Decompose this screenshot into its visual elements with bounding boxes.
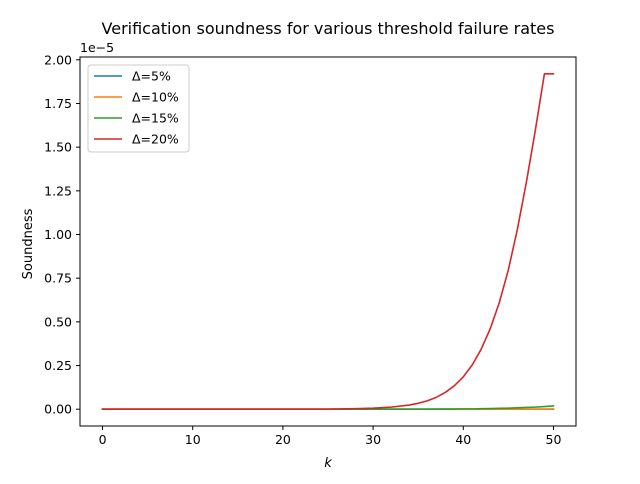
x-axis-ticks: 0 10 20 30 40 50 <box>99 426 562 447</box>
y-tick-label: 1.25 <box>44 183 72 198</box>
x-tick-label: 30 <box>365 432 381 447</box>
y-tick-label: 2.00 <box>44 52 72 67</box>
y-axis-offset-label: 1e−5 <box>80 40 114 55</box>
x-tick-label: 10 <box>185 432 201 447</box>
x-tick-label: 0 <box>99 432 107 447</box>
y-tick-label: 0.25 <box>44 358 72 373</box>
x-axis-label: k <box>324 456 332 471</box>
y-tick-label: 0.50 <box>44 314 72 329</box>
y-tick-label: 1.00 <box>44 227 72 242</box>
chart-title: Verification soundness for various thres… <box>102 19 555 38</box>
legend-label: Δ=20% <box>132 132 179 147</box>
legend: Δ=5% Δ=10% Δ=15% Δ=20% <box>88 65 189 152</box>
legend-label: Δ=10% <box>132 90 179 105</box>
y-tick-label: 0.75 <box>44 271 72 286</box>
y-tick-label: 1.75 <box>44 96 72 111</box>
x-tick-label: 40 <box>455 432 471 447</box>
legend-label: Δ=5% <box>132 69 171 84</box>
y-axis-label: Soundness <box>21 208 36 279</box>
legend-label: Δ=15% <box>132 111 179 126</box>
x-tick-label: 50 <box>546 432 562 447</box>
y-tick-label: 1.50 <box>44 140 72 155</box>
x-tick-label: 20 <box>275 432 291 447</box>
y-axis-ticks: 0.00 0.25 0.50 0.75 1.00 1.25 1.50 1.75 2.00 <box>44 52 80 416</box>
y-tick-label: 0.00 <box>44 402 72 417</box>
